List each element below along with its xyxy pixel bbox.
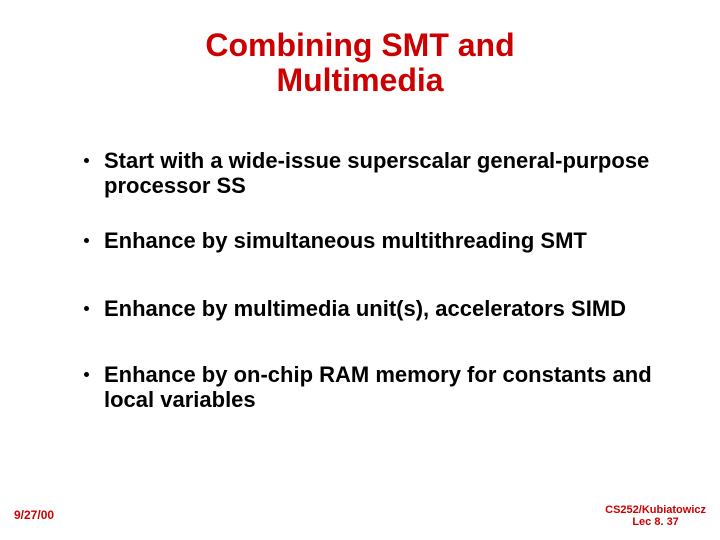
bullet-text: Start with a wide-issue superscalar gene… <box>104 148 649 198</box>
bullet-text: Enhance by on-chip RAM memory for consta… <box>104 362 652 412</box>
title-line2: Multimedia <box>276 62 443 98</box>
slide-title: Combining SMT and Multimedia <box>0 28 720 98</box>
title-line1: Combining SMT and <box>205 27 514 63</box>
footer-line2: Lec 8. 37 <box>632 516 678 528</box>
bullet-text: Enhance by multimedia unit(s), accelerat… <box>104 296 626 321</box>
footer-date: 9/27/00 <box>14 508 54 522</box>
bullet-dot-icon <box>84 372 89 377</box>
footer-attribution: CS252/Kubiatowicz Lec 8. 37 <box>605 504 706 528</box>
footer-line1: CS252/Kubiatowicz <box>605 504 706 516</box>
bullet-dot-icon <box>84 238 89 243</box>
bullet-text: Enhance by simultaneous multithreading S… <box>104 228 587 253</box>
bullet-dot-icon <box>84 158 89 163</box>
bullet-item: Enhance by multimedia unit(s), accelerat… <box>104 296 680 321</box>
bullet-item: Enhance by on-chip RAM memory for consta… <box>104 362 680 413</box>
bullet-item: Start with a wide-issue superscalar gene… <box>104 148 680 199</box>
bullet-item: Enhance by simultaneous multithreading S… <box>104 228 680 253</box>
slide: Combining SMT and Multimedia Start with … <box>0 0 720 540</box>
bullet-dot-icon <box>84 306 89 311</box>
